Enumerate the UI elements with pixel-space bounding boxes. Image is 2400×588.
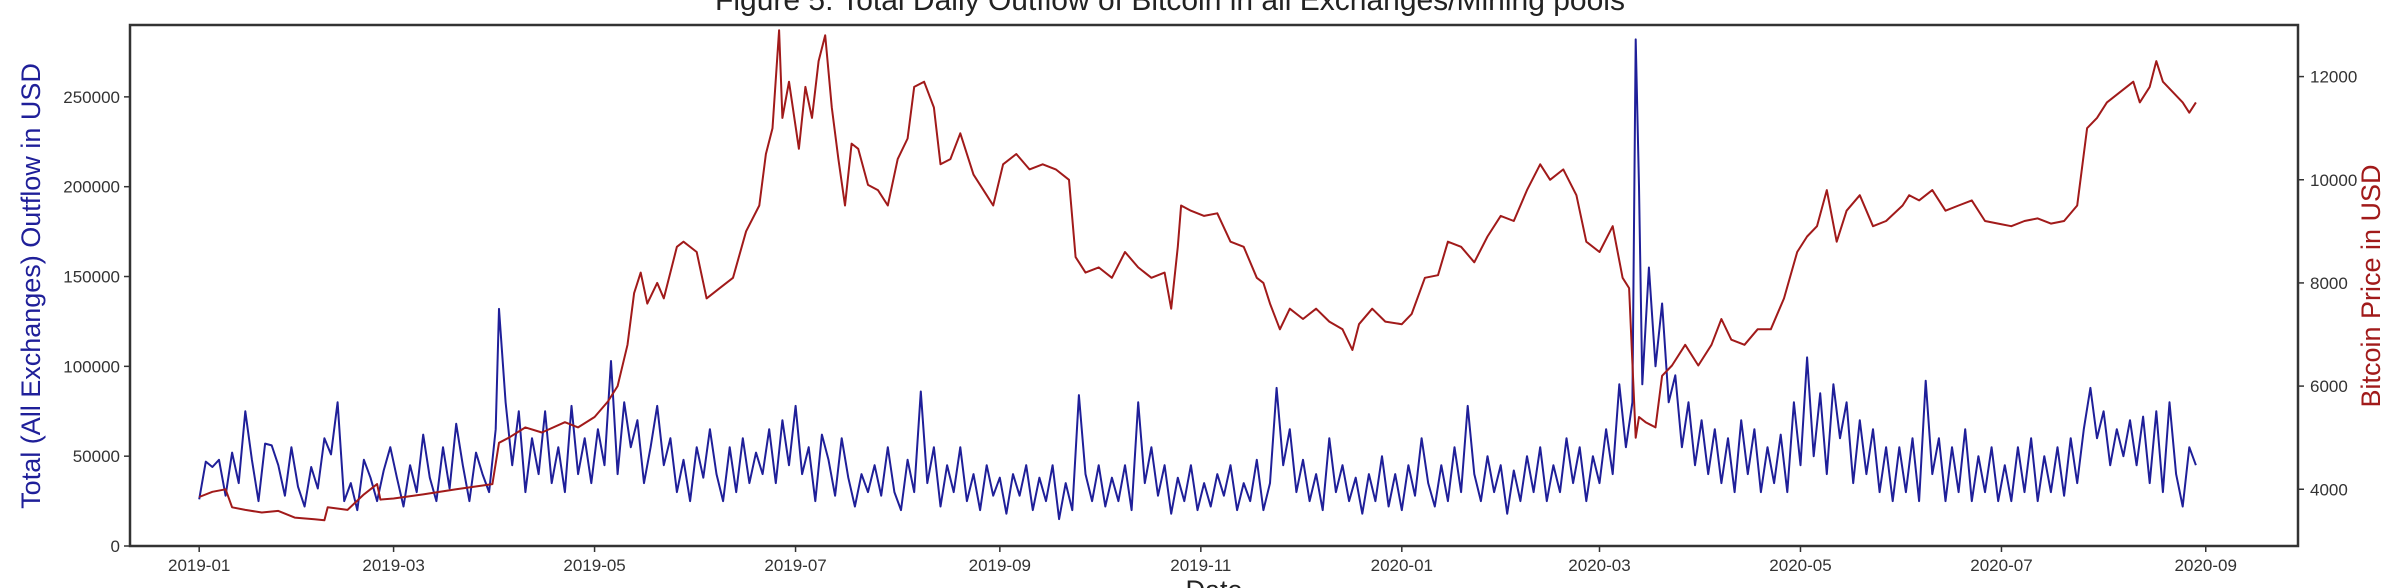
chart-title: Figure 5: Total Daily Outflow of Bitcoin… bbox=[715, 0, 1625, 17]
x-axis: 2019-01 2019-03 2019-05 2019-07 2019-09 2019-… bbox=[168, 546, 2237, 575]
y-left-tick-label: 250000 bbox=[63, 88, 120, 107]
y-axis-left-title: Total (All Exchanges) Outflow in USD bbox=[16, 63, 46, 509]
x-tick-label: 2019-09 bbox=[969, 556, 1031, 575]
x-tick-label: 2020-03 bbox=[1568, 556, 1630, 575]
y-left-tick-label: 50000 bbox=[73, 447, 120, 466]
y-right-tick-label: 4000 bbox=[2310, 480, 2348, 499]
y-right-tick-label: 10000 bbox=[2310, 171, 2357, 190]
x-tick-label: 2019-03 bbox=[362, 556, 424, 575]
x-tick-label: 2019-05 bbox=[563, 556, 625, 575]
x-tick-label: 2020-01 bbox=[1371, 556, 1433, 575]
x-tick-label: 2020-05 bbox=[1769, 556, 1831, 575]
y-right-tick-label: 12000 bbox=[2310, 68, 2357, 87]
x-tick-label: 2019-01 bbox=[168, 556, 230, 575]
price-series-line bbox=[198, 29, 2197, 522]
x-tick-label: 2019-11 bbox=[1170, 556, 1231, 575]
y-axis-right-title: Bitcoin Price in USD bbox=[2356, 164, 2386, 407]
y-axis-right: 4000 6000 8000 10000 12000 bbox=[2298, 68, 2357, 499]
y-left-tick-label: 150000 bbox=[63, 268, 120, 287]
series-layer bbox=[198, 29, 2197, 522]
y-axis-left: 0 50000 100000 150000 200000 250000 bbox=[63, 88, 130, 556]
y-right-tick-label: 6000 bbox=[2310, 377, 2348, 396]
y-left-tick-label: 0 bbox=[111, 537, 120, 556]
y-left-tick-label: 200000 bbox=[63, 178, 120, 197]
outflow-series-line bbox=[198, 38, 2197, 521]
plot-frame bbox=[128, 23, 2300, 548]
x-tick-label: 2020-09 bbox=[2175, 556, 2237, 575]
x-axis-title: Date bbox=[1185, 575, 1242, 588]
x-tick-label: 2019-07 bbox=[764, 556, 826, 575]
y-left-tick-label: 100000 bbox=[63, 357, 120, 376]
x-tick-label: 2020-07 bbox=[1970, 556, 2032, 575]
y-right-tick-label: 8000 bbox=[2310, 274, 2348, 293]
